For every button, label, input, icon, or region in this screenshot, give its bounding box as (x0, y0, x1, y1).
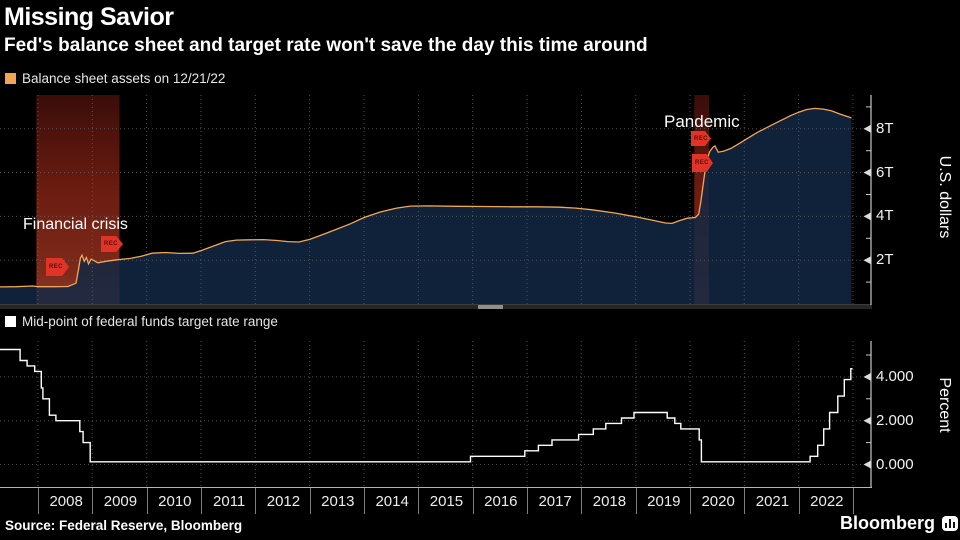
legend-balance-sheet: Balance sheet assets on 12/21/22 (5, 71, 225, 86)
year-label-2018: 2018 (581, 488, 636, 514)
source-note: Source: Federal Reserve, Bloomberg (5, 518, 243, 533)
dollars-tick-label: 4T (876, 207, 894, 225)
year-axis-end-tick (853, 488, 854, 514)
dollars-tick-label: 6T (876, 163, 894, 181)
dollars-tick-label: 2T (876, 251, 894, 269)
year-label-2008: 2008 (38, 488, 93, 514)
financial-crisis-annotation: Financial crisis (23, 216, 128, 233)
target-rate-swatch-icon (5, 316, 16, 327)
year-label-2012: 2012 (255, 488, 310, 514)
percent-tick-label: 4.000 (876, 367, 914, 385)
x-axis-years: 2008 2009 2010 2011 2012 2013 2014 2015 2016 2017… (0, 487, 872, 516)
year-label-2021: 2021 (744, 488, 799, 514)
year-label-2013: 2013 (309, 488, 365, 514)
year-label-2016: 2016 (472, 488, 528, 514)
page-title: Missing Savior (4, 3, 174, 31)
chart-scrollbar[interactable] (0, 305, 872, 309)
y-axis-title-percent: Percent (936, 377, 953, 433)
bloomberg-wordmark: Bloomberg (840, 513, 936, 533)
pandemic-annotation: Pandemic (664, 112, 740, 131)
y-axis-title-dollars: U.S. dollars (936, 155, 953, 239)
year-label-2015: 2015 (418, 488, 473, 514)
rec-recession-marker: REC (691, 131, 711, 146)
target-rate-chart[interactable] (0, 340, 872, 488)
legend-balance-sheet-label: Balance sheet assets on 12/21/22 (22, 71, 226, 86)
year-label-2011: 2011 (201, 488, 256, 514)
page-subtitle: Fed's balance sheet and target rate won'… (4, 35, 648, 56)
rec-recession-marker: REC (101, 236, 123, 252)
year-label-2019: 2019 (635, 488, 691, 514)
balance-sheet-swatch-icon (5, 73, 16, 84)
bloomberg-logo: Bloomberg (840, 513, 959, 534)
rec-recession-marker: REC (46, 258, 69, 276)
legend-target-rate: Mid-point of federal funds target rate r… (5, 314, 278, 329)
year-label-2014: 2014 (364, 488, 419, 514)
dollars-tick-label: 8T (876, 119, 894, 137)
legend-target-rate-label: Mid-point of federal funds target rate r… (22, 314, 278, 329)
year-label-2022: 2022 (798, 488, 854, 514)
bloomberg-terminal-icon (942, 516, 959, 531)
balance-sheet-chart[interactable] (0, 94, 872, 305)
chart-scrollbar-thumb[interactable] (478, 305, 503, 309)
year-label-2010: 2010 (146, 488, 202, 514)
percent-tick-label: 2.000 (876, 411, 914, 429)
percent-tick-label: 0.000 (876, 455, 914, 473)
rec-recession-marker: REC (692, 154, 713, 172)
year-label-2009: 2009 (92, 488, 147, 514)
year-label-2020: 2020 (690, 488, 745, 514)
year-label-2017: 2017 (527, 488, 582, 514)
